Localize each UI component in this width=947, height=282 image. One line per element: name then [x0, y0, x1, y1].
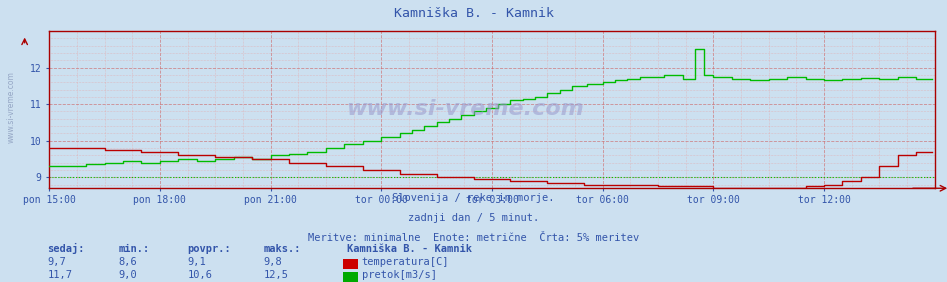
Text: pretok[m3/s]: pretok[m3/s]	[362, 270, 437, 280]
Text: 8,6: 8,6	[118, 257, 137, 267]
Text: maks.:: maks.:	[263, 244, 301, 254]
Text: 9,0: 9,0	[118, 270, 137, 280]
Text: 9,8: 9,8	[263, 257, 282, 267]
Text: sedaj:: sedaj:	[47, 243, 85, 254]
Text: povpr.:: povpr.:	[188, 244, 231, 254]
Text: 11,7: 11,7	[47, 270, 72, 280]
Text: 9,1: 9,1	[188, 257, 206, 267]
Text: 12,5: 12,5	[263, 270, 288, 280]
Text: Slovenija / reke in morje.: Slovenija / reke in morje.	[392, 193, 555, 203]
Text: 9,7: 9,7	[47, 257, 66, 267]
Text: temperatura[C]: temperatura[C]	[362, 257, 449, 267]
Text: Kamniška B. - Kamnik: Kamniška B. - Kamnik	[394, 7, 553, 20]
Text: min.:: min.:	[118, 244, 150, 254]
Text: 10,6: 10,6	[188, 270, 212, 280]
Text: Kamniška B. - Kamnik: Kamniška B. - Kamnik	[347, 244, 472, 254]
Text: www.si-vreme.com: www.si-vreme.com	[347, 99, 584, 119]
Text: zadnji dan / 5 minut.: zadnji dan / 5 minut.	[408, 213, 539, 223]
Text: Meritve: minimalne  Enote: metrične  Črta: 5% meritev: Meritve: minimalne Enote: metrične Črta:…	[308, 233, 639, 243]
Text: www.si-vreme.com: www.si-vreme.com	[7, 71, 16, 143]
